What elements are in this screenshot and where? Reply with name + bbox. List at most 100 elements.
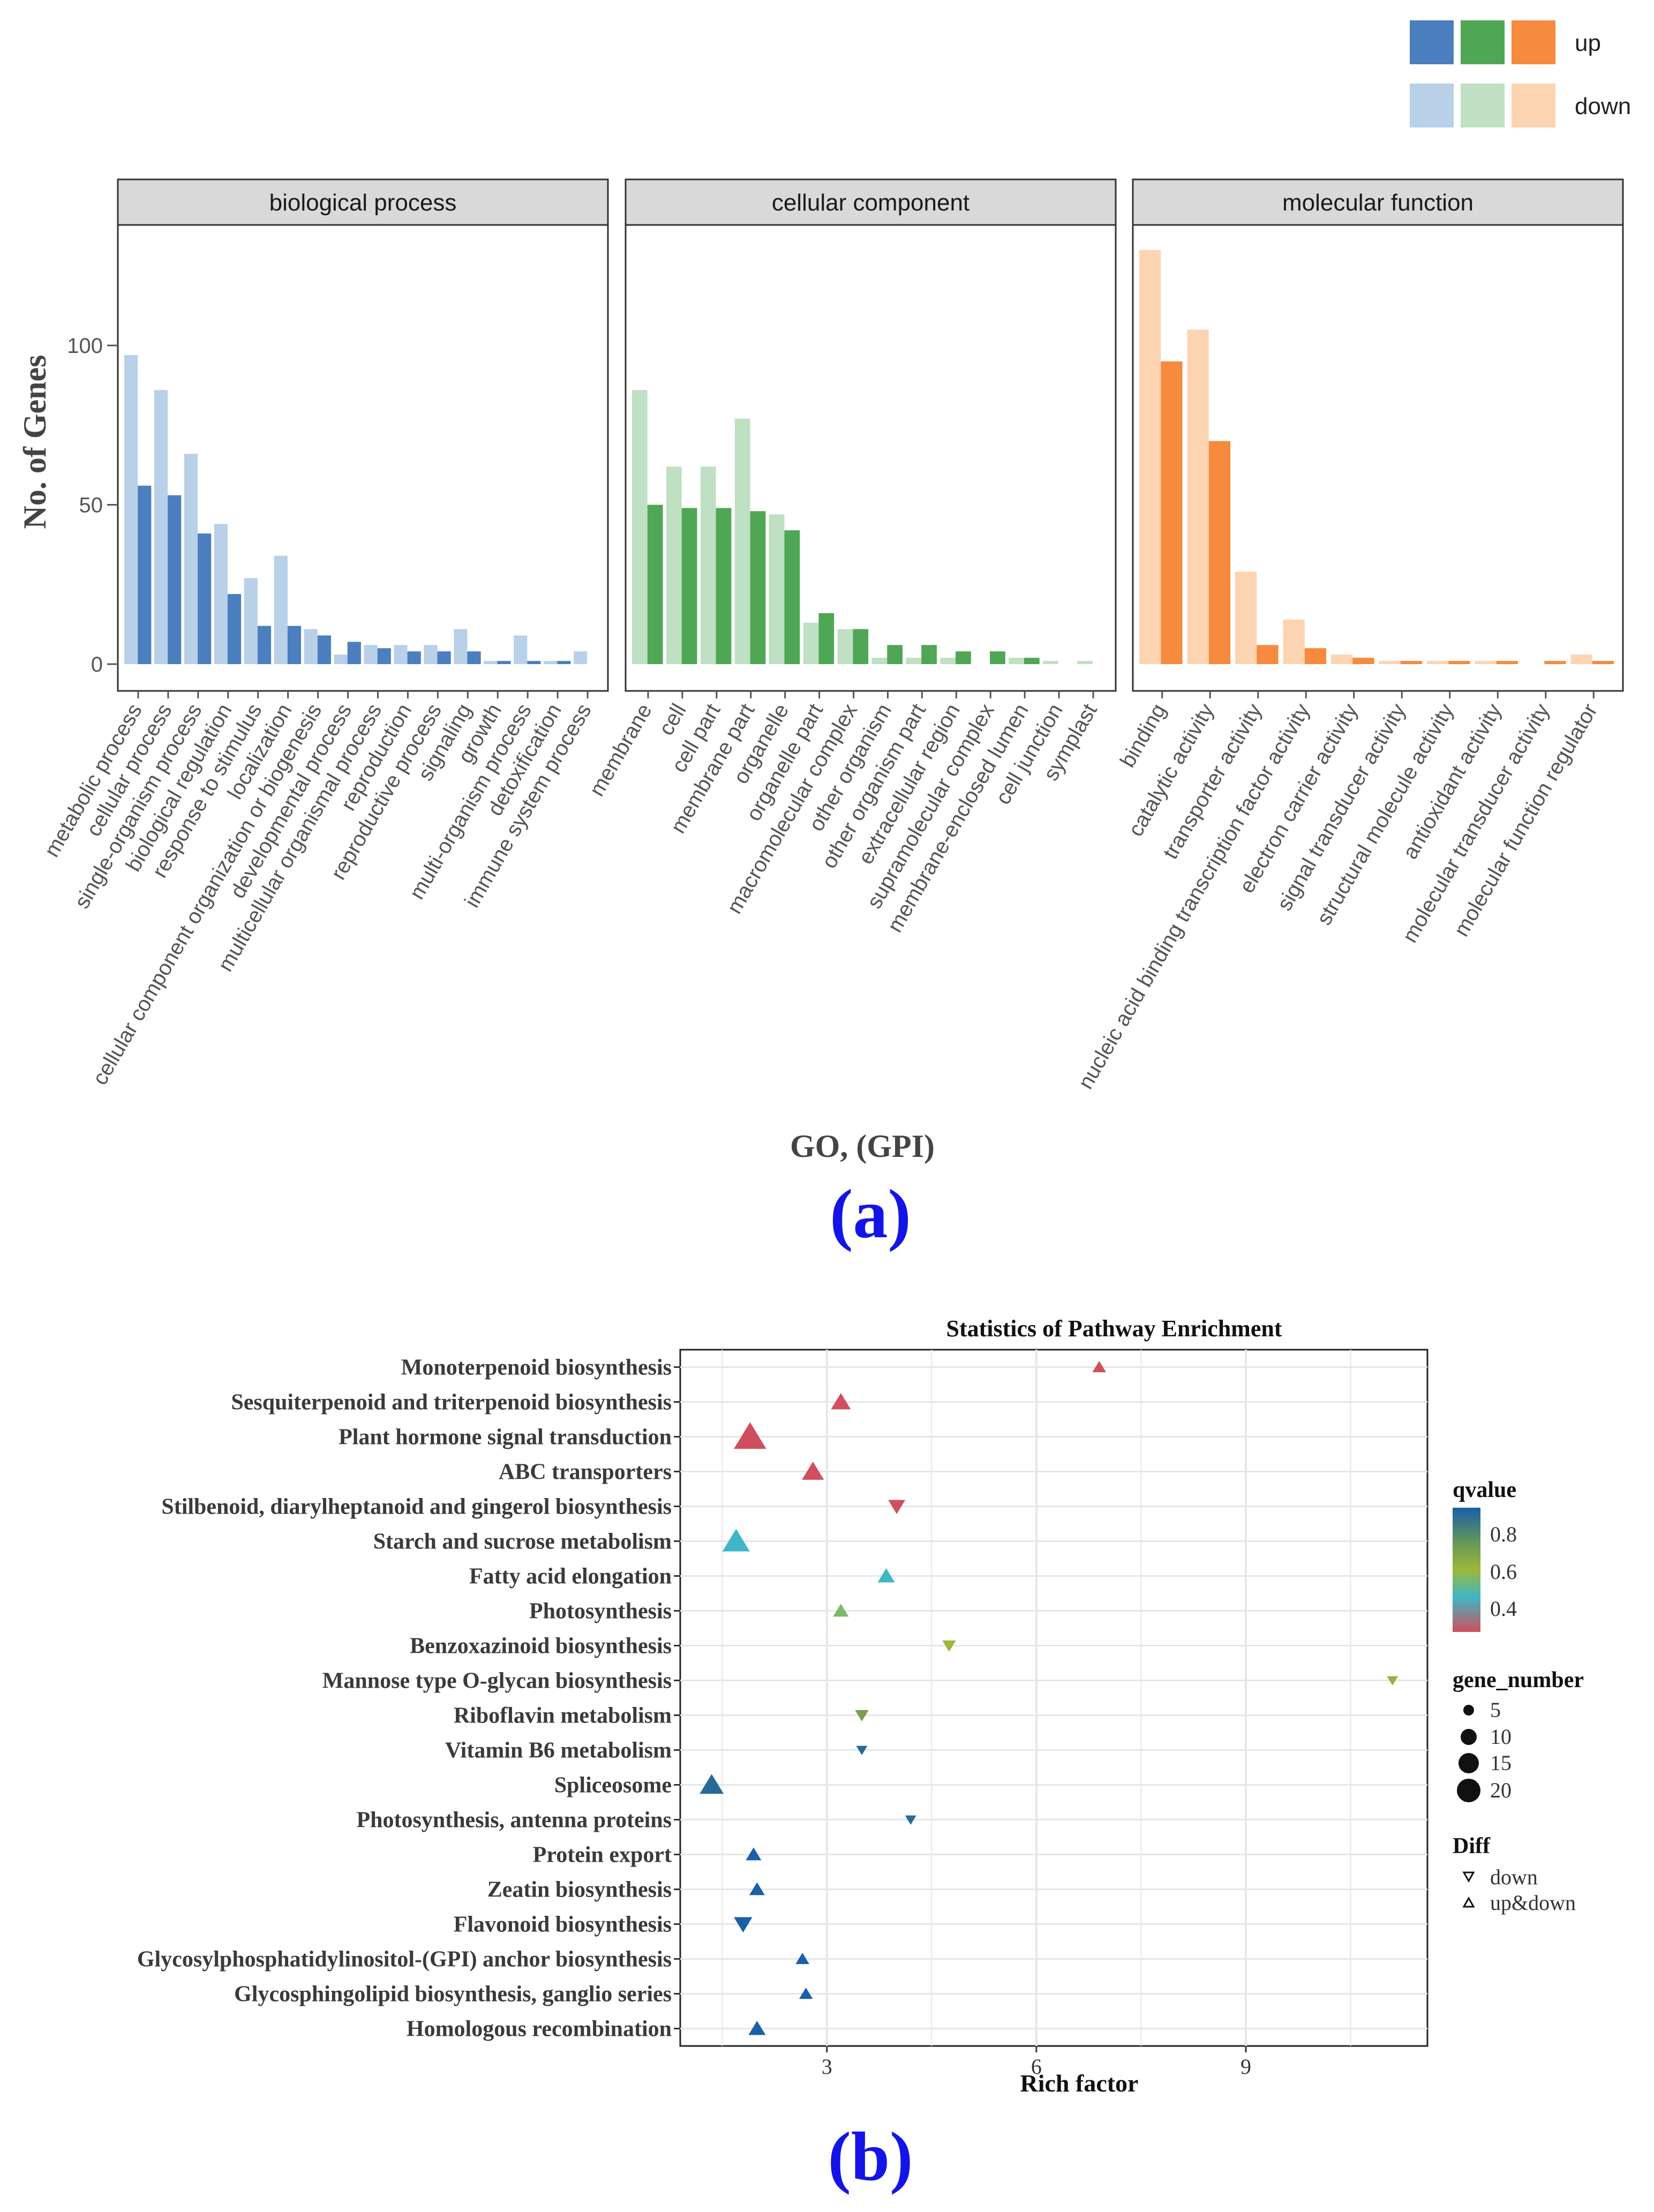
panel-b-enrichment-chart: Statistics of Pathway Enrichment 3 6 9 Mono… <box>137 1315 1584 2195</box>
point-riboflavin-metabolism <box>855 1710 869 1722</box>
pathway-label-zeatin-biosynthesis: Zeatin biosynthesis <box>487 1878 672 1902</box>
point-abc-transporters <box>802 1461 824 1480</box>
gene-number-legend-title: gene_number <box>1453 1668 1584 1692</box>
bar-up-electron-carrier-activity <box>1352 658 1374 664</box>
point-benzoxazinoid-biosynthesis <box>942 1640 956 1652</box>
bar-down-immune-system-process <box>574 651 588 664</box>
pathway-label-stilbenoid-diarylheptanoid-and-gingerol-biosynthesis: Stilbenoid, diarylheptanoid and gingerol… <box>161 1495 672 1519</box>
diff-updown-label: up&down <box>1490 1891 1576 1915</box>
bar-up-molecular-transducer-activity <box>1544 661 1566 664</box>
bar-up-cellular-process <box>168 495 182 664</box>
bar-up-binding <box>1161 361 1183 664</box>
top-legend: up down <box>1410 20 1631 127</box>
bar-up-cell <box>681 508 697 664</box>
pathway-label-glycosphingolipid-biosynthesis-ganglio-series: Glycosphingolipid biosynthesis, ganglio … <box>234 1982 672 2007</box>
bar-down-multi-organism-process <box>514 635 528 664</box>
bar-down-organelle <box>769 514 785 664</box>
pathway-label-mannose-type-o-glycan-biosynthesis: Mannose type O-glycan biosynthesis <box>322 1669 672 1694</box>
point-flavonoid-biosynthesis <box>734 1917 753 1933</box>
bar-up-membrane-enclosed-lumen <box>1024 658 1040 664</box>
bar-up-signal-transducer-activity <box>1400 661 1423 664</box>
bar-down-single-organism-process <box>184 454 198 664</box>
gene-number-tick-10: 10 <box>1490 1725 1512 1749</box>
bar-up-molecular-function-regulator <box>1592 661 1614 664</box>
bar-down-membrane-enclosed-lumen <box>1009 658 1024 664</box>
bar-down-cell <box>666 467 682 664</box>
point-vitamin-b6-metabolism <box>856 1745 868 1755</box>
facet-title-cellular-component: cellular component <box>772 190 969 216</box>
gene-number-tick-20: 20 <box>1490 1778 1512 1802</box>
facet-strip-biological-process <box>117 178 609 226</box>
pathway-label-monoterpenoid-biosynthesis: Monoterpenoid biosynthesis <box>401 1356 672 1380</box>
bar-down-growth <box>484 661 498 664</box>
qvalue-tick-1: 0.8 <box>1490 1522 1517 1546</box>
bar-up-membrane <box>647 505 663 664</box>
legend-down-swatch-1 <box>1410 84 1454 127</box>
qvalue-legend-title: qvalue <box>1453 1478 1516 1502</box>
pathway-label-fatty-acid-elongation: Fatty acid elongation <box>469 1564 672 1589</box>
point-starch-and-sucrose-metabolism <box>722 1529 750 1552</box>
bar-up-catalytic-activity <box>1208 441 1231 664</box>
bar-up-organelle-part <box>818 613 834 664</box>
bar-up-multi-organism-process <box>527 661 541 664</box>
point-glycosphingolipid-biosynthesis-ganglio-series <box>799 1987 813 1999</box>
bar-down-signaling <box>454 629 468 664</box>
panel-b-title: Statistics of Pathway Enrichment <box>946 1315 1282 1342</box>
qvalue-tick-2: 0.6 <box>1490 1560 1517 1584</box>
pathway-label-sesquiterpenoid-and-triterpenoid-biosynthesis: Sesquiterpenoid and triterpenoid biosynt… <box>231 1390 672 1415</box>
panel-a-y-axis-label: No. of Genes <box>17 355 52 529</box>
pathway-label-benzoxazinoid-biosynthesis: Benzoxazinoid biosynthesis <box>410 1634 672 1659</box>
x-tick-label-3: 3 <box>822 2055 832 2079</box>
bar-down-metabolic-process <box>124 355 138 664</box>
gene-number-key-5 <box>1463 1705 1474 1716</box>
bar-up-cell-part <box>716 508 732 664</box>
bar-up-macromolecular-complex <box>853 629 869 664</box>
bar-down-cell-part <box>700 467 716 664</box>
bar-down-localization <box>274 555 288 664</box>
point-stilbenoid-diarylheptanoid-and-gingerol-biosynthesis <box>888 1500 906 1514</box>
pathway-label-flavonoid-biosynthesis: Flavonoid biosynthesis <box>454 1913 672 1937</box>
panel-a-label: (a) <box>830 1176 911 1253</box>
bar-down-catalytic-activity <box>1187 329 1209 664</box>
bar-up-membrane-part <box>750 511 766 664</box>
legend-down-label: down <box>1575 93 1631 119</box>
point-spliceosome <box>700 1774 724 1794</box>
point-sesquiterpenoid-and-triterpenoid-biosynthesis <box>831 1393 851 1410</box>
point-protein-export <box>746 1847 762 1861</box>
panel-b-x-axis-label: Rich factor <box>1020 2070 1139 2097</box>
pathway-label-starch-and-sucrose-metabolism: Starch and sucrose metabolism <box>373 1530 672 1554</box>
legend-up-swatch-1 <box>1410 20 1454 64</box>
bar-down-reproduction <box>394 645 408 664</box>
pathway-label-plant-hormone-signal-transduction: Plant hormone signal transduction <box>339 1425 672 1450</box>
bar-up-localization <box>287 626 302 664</box>
bar-up-nucleic-acid-binding-transcription-factor-activity <box>1304 648 1327 664</box>
bar-down-other-organism-part <box>906 658 922 664</box>
point-fatty-acid-elongation <box>877 1568 895 1583</box>
bar-down-organelle-part <box>803 622 819 664</box>
point-photosynthesis <box>833 1604 849 1617</box>
point-plant-hormone-signal-transduction <box>734 1422 766 1449</box>
diff-down-symbol <box>1462 1871 1475 1883</box>
bar-up-biological-regulation <box>227 594 242 664</box>
diff-updown-symbol <box>1462 1896 1475 1908</box>
bar-down-macromolecular-complex <box>837 629 853 664</box>
x-tick-label-membrane: membrane <box>585 700 657 801</box>
panel-b-label: (b) <box>828 2118 913 2195</box>
diff-legend-title: Diff <box>1453 1834 1491 1859</box>
bar-down-reproductive-process <box>424 645 438 664</box>
bar-up-organelle <box>784 530 800 664</box>
bar-down-binding <box>1139 250 1161 664</box>
bar-up-growth <box>497 661 511 664</box>
bar-down-other-organism <box>871 658 888 664</box>
bar-up-developmental-process <box>347 642 361 664</box>
point-zeatin-biosynthesis <box>749 1882 765 1895</box>
bar-down-antioxidant-activity <box>1475 661 1497 664</box>
bar-up-extracellular-region <box>956 651 971 664</box>
bar-up-metabolic-process <box>138 485 152 664</box>
gene-number-key-15 <box>1458 1753 1479 1773</box>
bar-up-response-to-stimulus <box>257 626 272 664</box>
pathway-label-protein-export: Protein export <box>533 1843 672 1868</box>
legend-up-swatch-3 <box>1512 20 1555 64</box>
